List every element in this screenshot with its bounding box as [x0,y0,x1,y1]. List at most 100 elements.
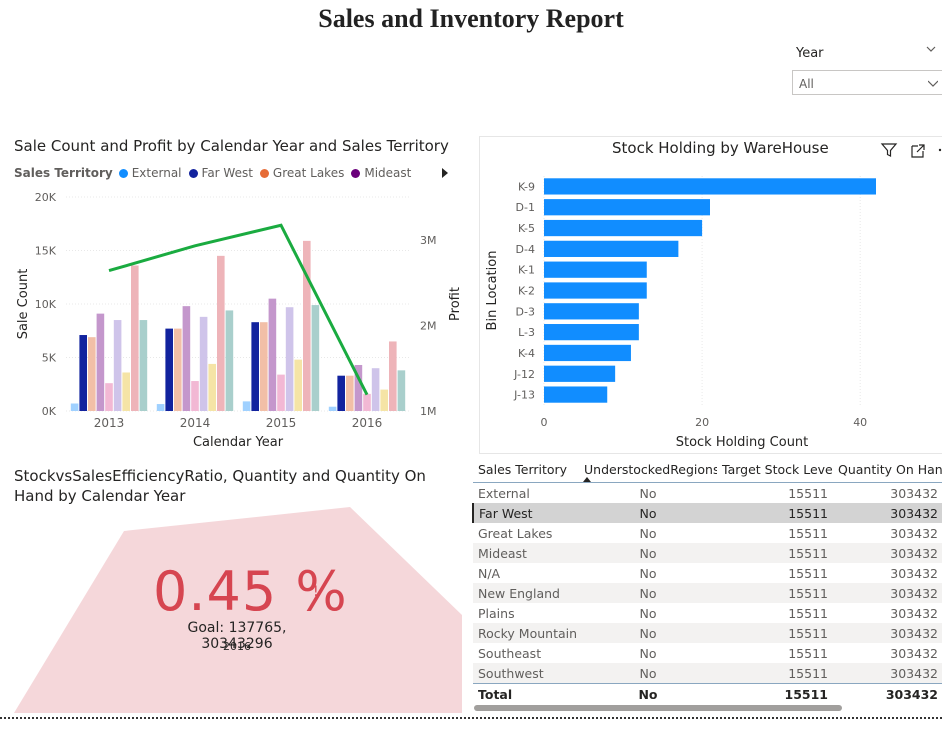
quantity-on-hand-cell: 303432 [890,645,938,661]
territory-table: Sales Territory UnderstockedRegions Targ… [472,456,942,708]
column-header-quantity-on-hand[interactable]: Quantity On Hand [833,456,942,483]
territory-cell: New England [473,583,579,603]
y-tick-label: 20K [35,191,57,204]
table-row[interactable]: New England No 15511 303432 [473,583,942,603]
territory-cell: External [478,485,530,501]
chevron-down-icon[interactable] [926,44,936,54]
legend-dot [118,168,128,178]
y-tick-label: K-5 [518,222,535,235]
table-row[interactable]: Mideast No 15511 303432 [473,543,942,563]
quantity-on-hand-cell: 303432 [833,503,942,523]
bar [371,368,380,411]
bar [346,375,354,411]
understocked-cell: No [579,683,717,704]
x-tick-label: 40 [853,416,867,429]
filter-icon[interactable] [880,141,898,159]
table-row[interactable]: Southwest No 15511 303432 [473,663,942,684]
y2-tick-label: 2M [420,319,437,332]
understocked-cell: No [639,565,657,581]
table-row[interactable]: Far West No 15511 303432 [472,503,942,523]
bar [389,341,397,411]
more-options-icon[interactable] [934,146,942,154]
year-slicer-value: All [799,77,814,91]
legend-entry[interactable]: Great Lakes [259,166,344,180]
kpi-title: StockvsSalesEfficiencyRatio, Quantity an… [14,467,426,505]
legend-next-arrow-icon[interactable] [442,168,448,178]
territory-cell: Southeast [478,645,542,661]
x-tick-label: 0 [541,416,548,429]
table-row[interactable]: Southeast No 15511 303432 [473,643,942,663]
chevron-down-icon[interactable] [928,78,938,88]
y-tick-label: D-3 [516,305,535,318]
sort-ascending-icon[interactable] [583,477,591,482]
bar [544,324,639,341]
table-row[interactable]: Plains No 15511 303432 [473,603,942,623]
target-stock-cell: 15511 [788,605,828,621]
quantity-on-hand-cell: 303432 [890,605,938,621]
bar [70,403,79,411]
y-tick-label: 10K [35,298,57,311]
understocked-cell: No [579,623,717,643]
target-stock-cell: 15511 [788,525,828,541]
quantity-on-hand-cell: 303432 [890,485,938,501]
legend-title: Sales Territory [14,166,113,180]
y-tick-label: 15K [35,245,57,258]
y2-tick-label: 1M [420,405,437,418]
bar [328,406,337,411]
bar [199,316,208,411]
bar [251,322,259,411]
legend-label: Mideast [364,166,412,180]
bar [79,335,87,411]
table-row[interactable]: N/A No 15511 303432 [473,563,942,583]
y-tick-label: K-9 [518,180,535,193]
bar [260,322,268,411]
column-header-target-stock-level[interactable]: Target Stock Level [717,456,833,483]
bar [225,310,234,411]
year-slicer-dropdown[interactable] [792,70,942,95]
target-stock-cell: 15511 [717,623,833,643]
target-stock-cell: 15511 [717,503,833,523]
territory-cell: Mideast [473,543,579,563]
bar [544,386,608,403]
table-total-row[interactable]: Total No 15511 303432 [473,683,942,704]
x-tick-label: 2014 [180,416,211,430]
understocked-cell: No [639,605,657,621]
legend-label: External [131,166,182,180]
bar [303,240,311,411]
quantity-on-hand-cell: 303432 [833,683,942,704]
report-title: Sales and Inventory Report [318,4,624,33]
legend-entry[interactable]: Mideast [351,166,411,180]
territory-cell: Southwest [473,663,579,684]
y-axis-label: Bin Location [485,251,500,331]
legend-entry[interactable]: Far West [188,166,253,180]
territory-cell: Far West [472,503,579,523]
page-bottom-divider [0,717,942,719]
bar [363,393,371,411]
x-axis-label: Stock Holding Count [676,435,809,450]
bar [96,313,105,411]
y-tick-label: 0K [42,405,57,418]
bar [544,365,616,382]
x-tick-label: 2013 [94,416,125,430]
bar [268,298,277,411]
y2-axis-label: Profit [448,287,463,321]
focus-mode-icon[interactable] [909,142,927,160]
target-stock-cell: 15511 [788,565,828,581]
warehouse-chart-title: Stock Holding by WareHouse [612,139,829,157]
bar [354,364,363,411]
kpi-background-shape [14,507,462,713]
table-row[interactable]: Rocky Mountain No 15511 303432 [473,623,942,643]
legend-entry[interactable]: External [118,166,182,180]
combo-chart-title: Sale Count and Profit by Calendar Year a… [14,137,449,155]
y-tick-label: J-12 [513,368,535,381]
bar [544,261,647,278]
table-row[interactable]: Great Lakes No 15511 303432 [473,523,942,543]
understocked-cell: No [639,525,657,541]
column-header-sales-territory[interactable]: Sales Territory [473,456,579,483]
y-tick-label: K-1 [518,264,535,277]
territory-cell: N/A [478,565,501,581]
column-header-understocked-regions[interactable]: UnderstockedRegions [579,456,717,483]
horizontal-scrollbar[interactable] [474,705,842,711]
table-row[interactable]: External No 15511 303432 [473,483,942,504]
bar [156,404,165,411]
